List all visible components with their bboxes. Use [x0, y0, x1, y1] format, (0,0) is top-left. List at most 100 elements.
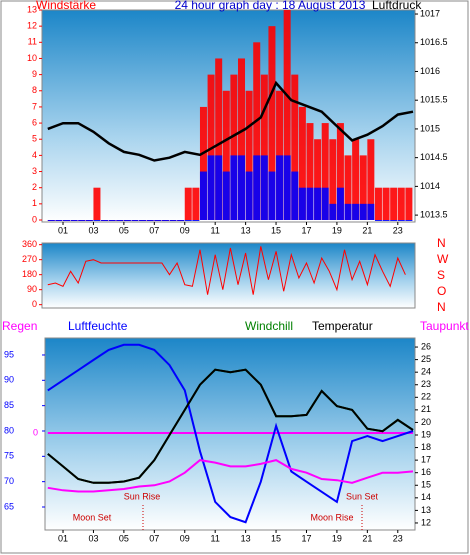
x-tick-label: 19: [332, 225, 342, 235]
y-tick-label: 4: [32, 150, 37, 160]
wind-bar: [336, 187, 344, 220]
wind-bar: [405, 220, 413, 221]
x-tick-label: 05: [119, 533, 129, 543]
x-tick-label: 17: [301, 225, 311, 235]
wind-bar: [283, 10, 291, 220]
wind-bar: [238, 58, 246, 220]
compass-label: W: [437, 252, 449, 266]
y2-tick-label: 14: [421, 492, 431, 502]
y-tick-label: 12: [27, 21, 37, 31]
wind-bar: [192, 220, 200, 221]
annotation: Sun Set: [346, 491, 379, 501]
x-tick-label: 03: [88, 533, 98, 543]
x-tick-label: 05: [119, 225, 129, 235]
wind-bar: [123, 220, 131, 221]
x-tick-label: 21: [362, 225, 372, 235]
y-tick-label: 13: [27, 4, 37, 14]
y-tick-label: 7: [32, 101, 37, 111]
y2-tick-label: 1016.5: [420, 37, 448, 47]
y2-tick-label: 20: [421, 417, 431, 427]
y-tick-label: 180: [22, 269, 37, 279]
y-tick-label: 5: [32, 134, 37, 144]
y-tick-label: 11: [28, 37, 37, 47]
legend-label: Luftfeuchte: [68, 319, 128, 333]
wind-bar: [230, 74, 238, 220]
wind-bar: [359, 155, 367, 220]
wind-bar: [146, 220, 154, 221]
wind-bar: [78, 220, 86, 221]
pressure-line: [47, 80, 414, 162]
y-tick-label: 1: [32, 198, 37, 208]
wind-bar: [298, 106, 306, 220]
wind-bar: [199, 106, 207, 220]
y2-tick-label: 17: [421, 455, 431, 465]
wind-bar: [222, 171, 230, 220]
wind-bar: [139, 220, 147, 221]
compass-label: N: [437, 300, 446, 314]
wind-bar: [359, 203, 367, 220]
wind-bar: [276, 155, 284, 220]
x-tick-label: 09: [180, 225, 190, 235]
y2-tick-label: 1015.5: [420, 95, 448, 105]
wind-bar: [367, 203, 375, 220]
wind-bar: [245, 171, 253, 220]
x-tick-label: 11: [211, 533, 220, 543]
wind-bar: [405, 187, 413, 220]
wind-bar: [116, 220, 124, 221]
x-tick-label: 13: [241, 225, 251, 235]
wind-bar: [253, 42, 261, 220]
compass-label: O: [437, 284, 446, 298]
legend-label: Windchill: [245, 319, 293, 333]
wind-bar: [306, 187, 314, 220]
wind-bar: [215, 58, 223, 220]
y-tick-label: 0: [32, 214, 37, 224]
x-tick-label: 17: [301, 533, 311, 543]
wind-bar: [260, 155, 268, 220]
legend-label: Taupunkt: [420, 319, 469, 333]
wind-bar: [199, 171, 207, 220]
wind-bar: [222, 90, 230, 221]
x-tick-label: 15: [271, 533, 281, 543]
y2-tick-label: 24: [421, 367, 431, 377]
y-tick-label: 90: [4, 375, 14, 385]
y-tick-label: 360: [22, 239, 37, 249]
annotation: Sun Rise: [124, 491, 161, 501]
y-tick-label: 9: [32, 69, 37, 79]
wind-bar: [93, 220, 101, 221]
wind-bar: [238, 155, 246, 220]
wind-bar: [352, 203, 360, 220]
annotation: Moon Set: [73, 512, 112, 522]
y-tick-label: 270: [22, 254, 37, 264]
x-tick-label: 23: [393, 533, 403, 543]
wind-bar: [169, 220, 177, 221]
wind-bar: [230, 155, 238, 220]
y-tick-label: 3: [32, 166, 37, 176]
x-tick-label: 19: [332, 533, 342, 543]
wind-bar: [329, 203, 337, 220]
legend-label: Temperatur: [312, 319, 373, 333]
wind-bar: [298, 187, 306, 220]
wind-bar: [93, 187, 101, 220]
compass-label: S: [437, 268, 445, 282]
wind-bar: [101, 220, 109, 221]
y2-tick-label: 26: [421, 341, 431, 351]
x-tick-label: 09: [180, 533, 190, 543]
y2-tick-label: 12: [421, 517, 431, 527]
wind-bar: [154, 220, 162, 221]
y-tick-label: 8: [32, 85, 37, 95]
x-tick-label: 13: [241, 533, 251, 543]
wind-bar: [390, 220, 398, 221]
x-tick-label: 23: [393, 225, 403, 235]
y2-tick-label: 13: [421, 505, 431, 515]
series-line: [47, 459, 414, 493]
wind-bar: [336, 123, 344, 220]
wind-bar: [177, 220, 185, 221]
wind-bar: [329, 139, 337, 220]
wind-bar: [321, 123, 329, 220]
wind-bar: [321, 187, 329, 220]
wind-bar: [352, 139, 360, 220]
y2-tick-label: 19: [421, 429, 431, 439]
wind-bar: [215, 155, 223, 220]
